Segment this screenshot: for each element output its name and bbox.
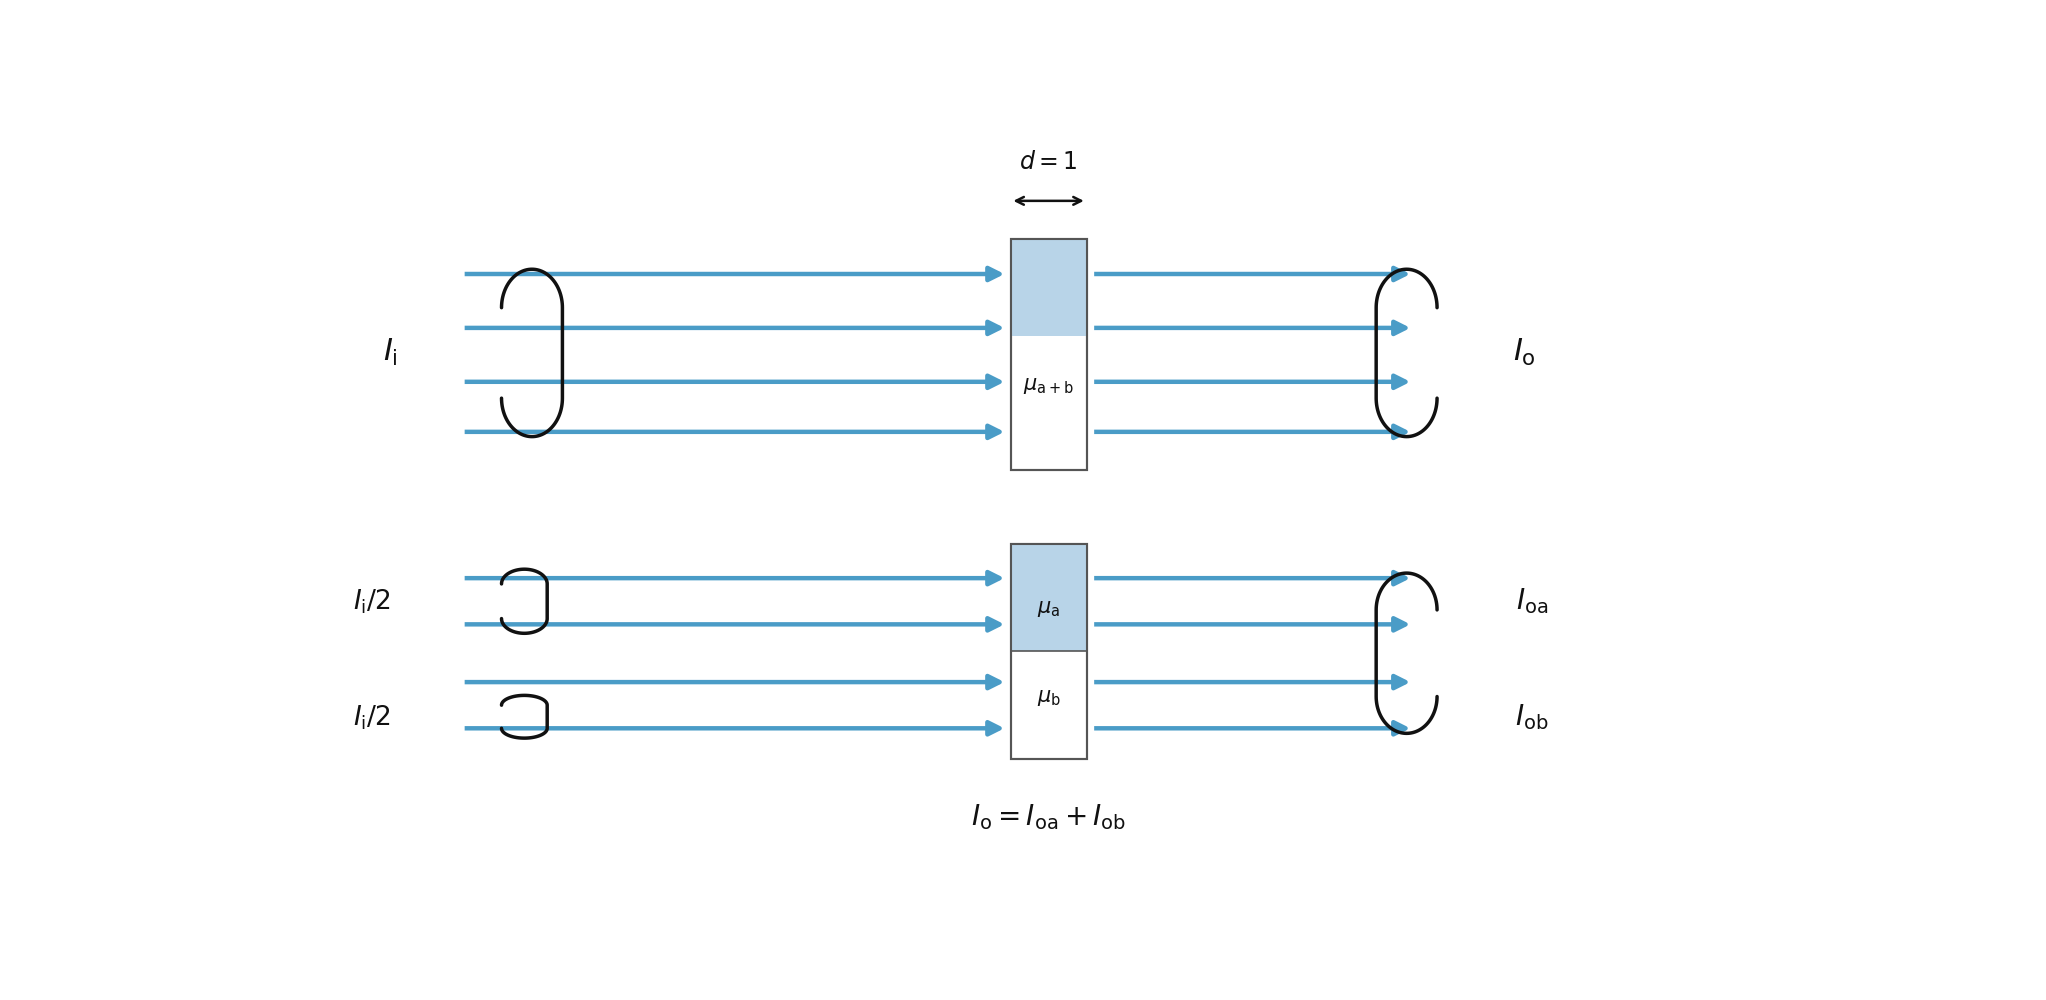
Text: $\mathit{I}_\mathrm{oa}$: $\mathit{I}_\mathrm{oa}$ <box>1516 586 1549 616</box>
Text: $\mu_{\mathrm{a}}$: $\mu_{\mathrm{a}}$ <box>1037 599 1060 619</box>
Text: $\mathit{I}_\mathrm{o}$: $\mathit{I}_\mathrm{o}$ <box>1512 337 1537 368</box>
Text: $\mathit{I}_\mathrm{i}/2$: $\mathit{I}_\mathrm{i}/2$ <box>352 703 391 732</box>
Text: $\mathit{I}_\mathrm{o}=\mathit{I}_\mathrm{oa}+\mathit{I}_\mathrm{ob}$: $\mathit{I}_\mathrm{o}=\mathit{I}_\mathr… <box>972 802 1125 832</box>
Text: $\mathit{d}=1$: $\mathit{d}=1$ <box>1019 150 1078 174</box>
Text: $\mu_{\mathrm{a+b}}$: $\mu_{\mathrm{a+b}}$ <box>1023 376 1074 396</box>
Text: $\mu_{\mathrm{b}}$: $\mu_{\mathrm{b}}$ <box>1037 688 1060 708</box>
Bar <box>1011 544 1086 759</box>
Text: $\mathit{I}_\mathrm{i}$: $\mathit{I}_\mathrm{i}$ <box>383 337 399 368</box>
Bar <box>1011 239 1086 336</box>
Bar <box>1011 544 1086 759</box>
Text: $\mathit{I}_\mathrm{ob}$: $\mathit{I}_\mathrm{ob}$ <box>1516 703 1549 732</box>
Bar <box>1011 239 1086 470</box>
Text: $\mathit{I}_\mathrm{i}/2$: $\mathit{I}_\mathrm{i}/2$ <box>352 587 391 615</box>
Bar <box>1011 239 1086 470</box>
Bar <box>1011 544 1086 651</box>
